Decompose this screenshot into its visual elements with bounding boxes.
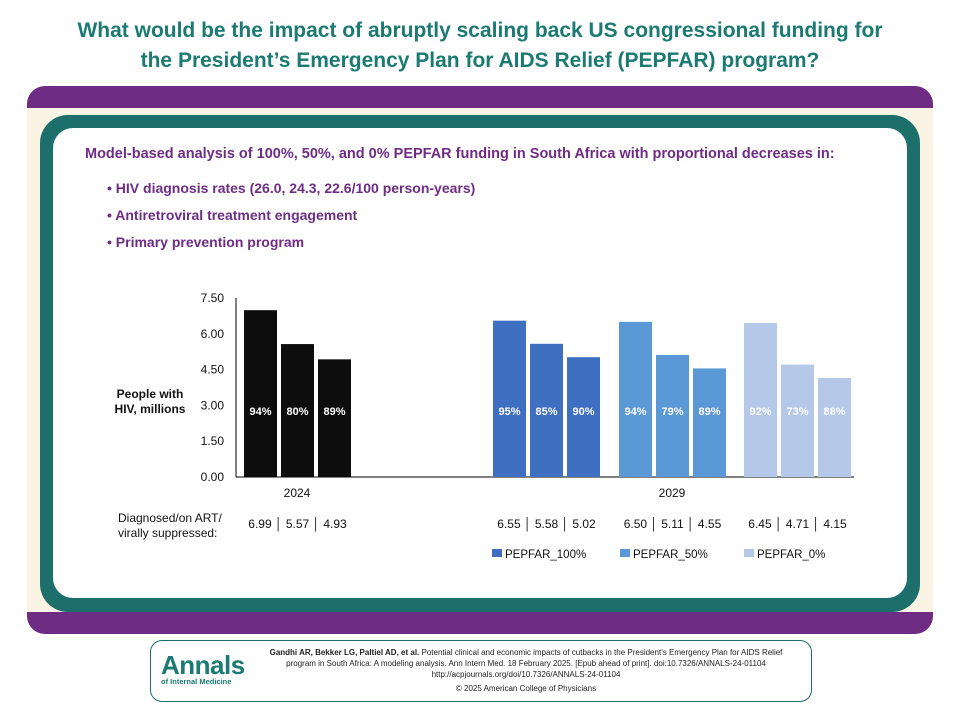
bar-data-label: 73% (786, 406, 808, 418)
bar-data-label: 80% (286, 406, 308, 418)
bar-data-label: 90% (572, 406, 594, 418)
y-tick-label: 1.50 (201, 434, 225, 448)
bar-pepfar-0--2 (818, 377, 851, 477)
x-label-2029: 2029 (659, 486, 686, 500)
y-axis-label-line-1: People with (117, 387, 184, 401)
bullet-list: • HIV diagnosis rates (26.0, 24.3, 22.6/… (107, 180, 475, 261)
bar-pepfar-50--1 (656, 355, 689, 477)
bar-pepfar-0--0 (744, 323, 777, 477)
bullet-item-diagnosis: • HIV diagnosis rates (26.0, 24.3, 22.6/… (107, 180, 476, 196)
logo-sub-text: of Internal Medicine (161, 677, 232, 686)
bar-data-label: 89% (698, 406, 720, 418)
bar-2024-2 (318, 359, 351, 477)
subtitle: Model-based analysis of 100%, 50%, and 0… (85, 146, 835, 162)
bar-pepfar-50--2 (693, 368, 726, 477)
y-tick-label: 7.50 (201, 291, 225, 305)
citation-text: Gandhi AR, Bekker LG, Paltiel AD, et al.… (251, 647, 801, 694)
bar-data-label: 88% (823, 406, 845, 418)
y-tick-label: 0.00 (201, 470, 225, 484)
group-values-text: 6.99 │ 5.57 │ 4.93 (248, 517, 347, 532)
citation-box: Annals of Internal Medicine Gandhi AR, B… (150, 640, 812, 702)
bar-data-label: 94% (624, 406, 646, 418)
bullet-item-prevention: • Primary prevention program (107, 234, 305, 250)
legend-swatch-1 (620, 549, 630, 557)
x-label-2024: 2024 (284, 486, 311, 500)
y-axis-label-line-2: HIV, millions (115, 402, 186, 416)
bullet-item-art: • Antiretroviral treatment engagement (107, 207, 358, 223)
row-label-line-1: Diagnosed/on ART/ (118, 511, 223, 525)
bar-2024-1 (281, 344, 314, 477)
citation-url[interactable]: http://acpjournals.org/doi/10.7326/ANNAL… (431, 670, 621, 679)
bar-data-label: 95% (498, 406, 520, 418)
citation-copyright: © 2025 American College of Physicians (455, 684, 597, 693)
y-tick-label: 3.00 (201, 398, 225, 412)
row-label-line-2: virally suppressed: (118, 526, 217, 540)
title-line-2: the President’s Emergency Plan for AIDS … (140, 49, 820, 72)
y-tick-label: 6.00 (201, 327, 225, 341)
annals-logo: Annals of Internal Medicine (161, 650, 245, 686)
group-values-text: 6.45 │ 4.71 │ 4.15 (748, 517, 847, 532)
bar-data-label: 85% (535, 406, 557, 418)
page-title: What would be the impact of abruptly sca… (0, 16, 960, 76)
bar-pepfar-100--0 (493, 320, 526, 477)
title-line-1: What would be the impact of abruptly sca… (77, 19, 883, 42)
citation-text-2: program in South Africa: A modeling anal… (286, 659, 766, 668)
group-values-text: 6.55 │ 5.58 │ 5.02 (497, 517, 596, 532)
bar-pepfar-0--1 (781, 364, 814, 477)
legend-label-2: PEPFAR_0% (757, 549, 825, 561)
citation-authors: Gandhi AR, Bekker LG, Paltiel AD, et al. (269, 648, 420, 657)
bar-data-label: 94% (249, 406, 271, 418)
bar-pepfar-50--0 (619, 321, 652, 477)
group-values-text: 6.50 │ 5.11 │ 4.55 (624, 517, 722, 532)
bar-data-label: 92% (749, 406, 771, 418)
bar-pepfar-100--1 (530, 343, 563, 477)
bar-pepfar-100--2 (567, 357, 600, 477)
logo-main-text: Annals (161, 650, 245, 680)
legend-label-1: PEPFAR_50% (633, 549, 708, 561)
bar-2024-0 (244, 310, 277, 477)
legend-label-0: PEPFAR_100% (505, 549, 586, 561)
legend-swatch-2 (744, 549, 754, 557)
bar-data-label: 89% (323, 406, 345, 418)
legend-swatch-0 (492, 549, 502, 557)
bar-data-label: 79% (661, 406, 683, 418)
citation-text-1: Potential clinical and economic impacts … (419, 648, 783, 657)
y-tick-label: 4.50 (201, 363, 225, 377)
